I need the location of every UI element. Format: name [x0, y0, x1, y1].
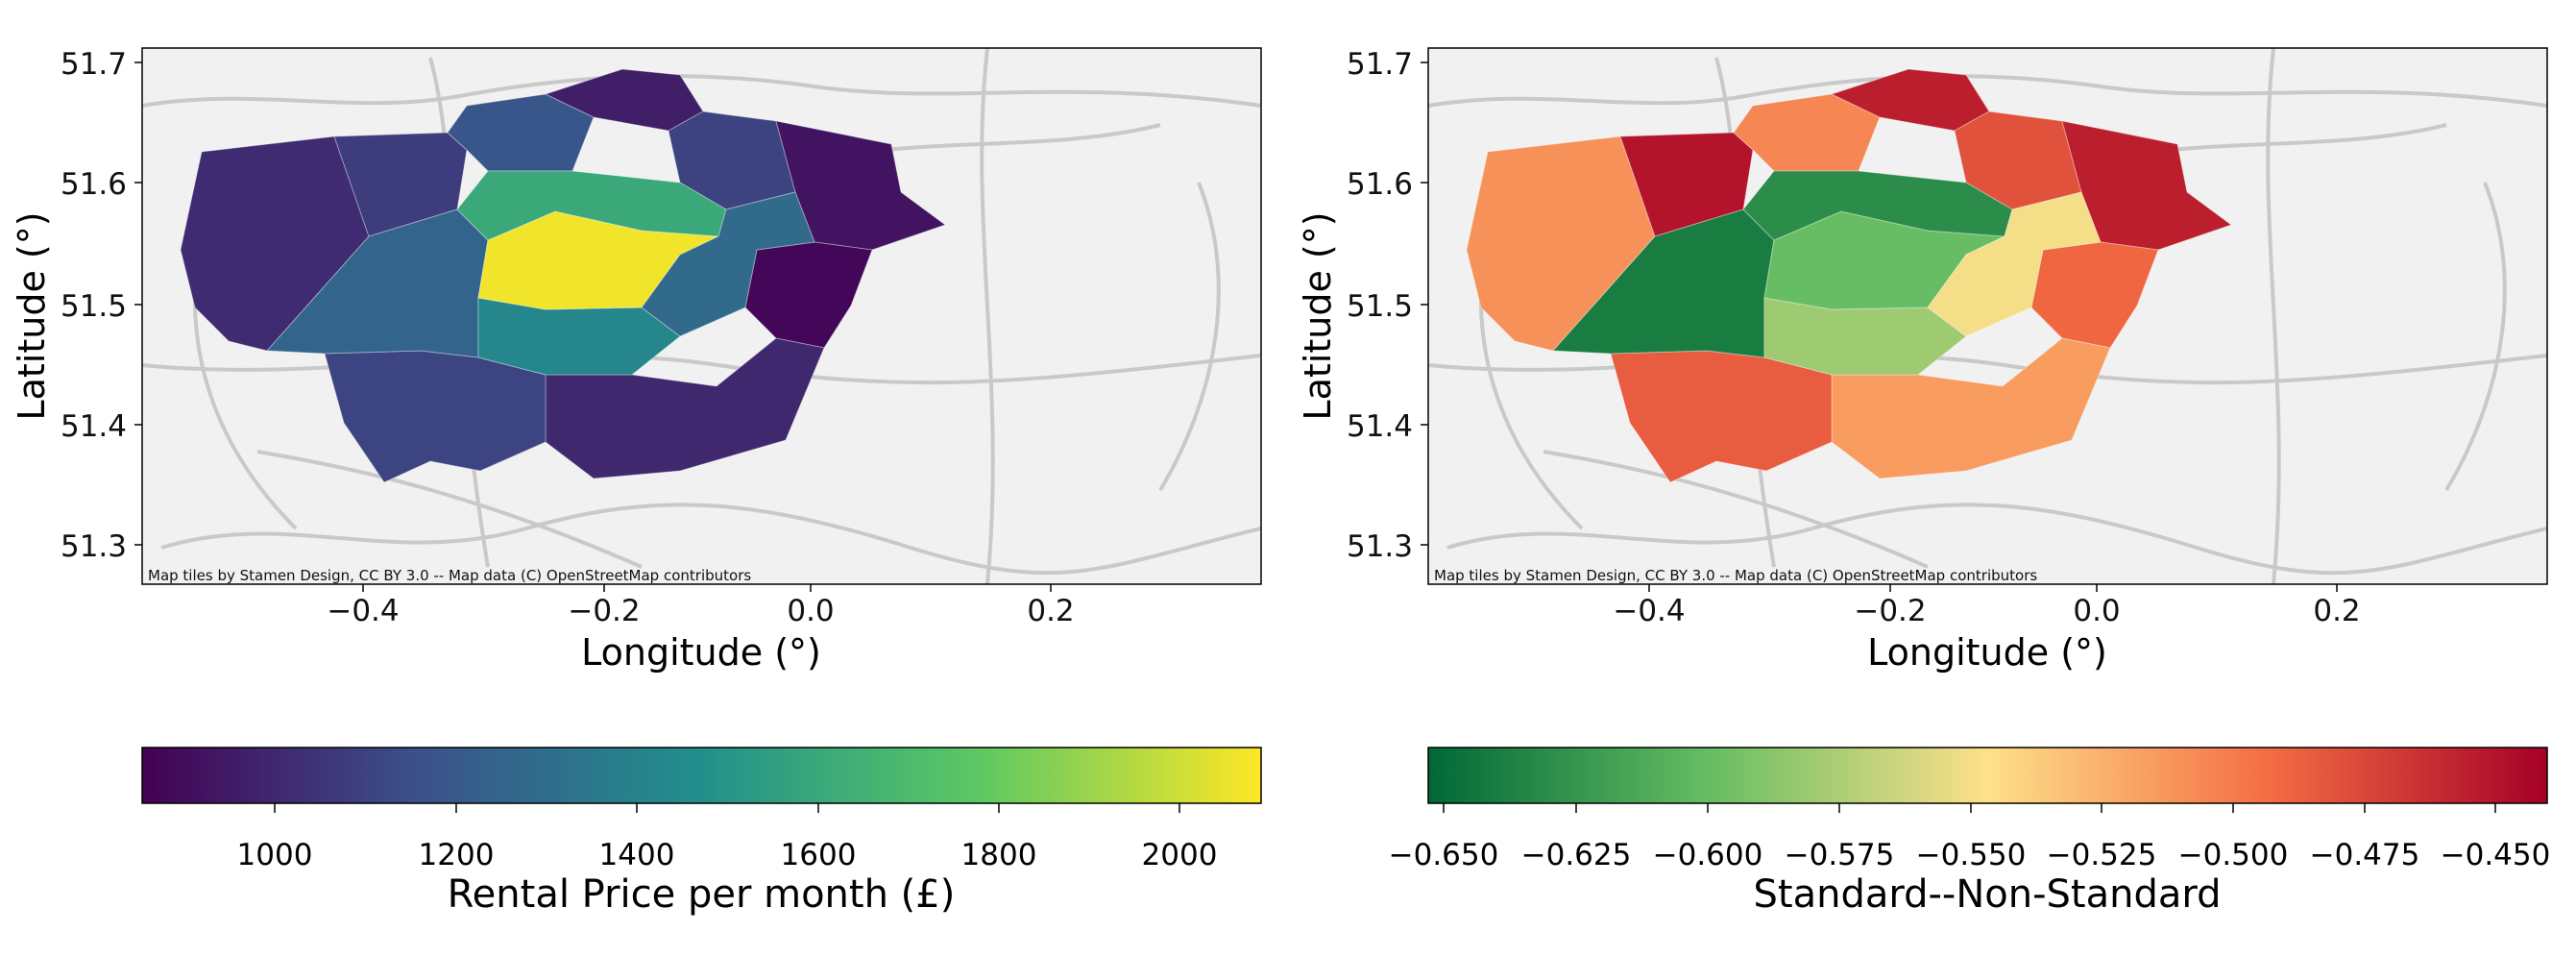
district-central-north[interactable]	[456, 170, 727, 241]
map-frame	[1427, 47, 2548, 585]
x-tick-label: 0.2	[1027, 594, 1074, 628]
district-south[interactable]	[545, 337, 825, 479]
colorbar-tick-label: −0.525	[2047, 838, 2157, 872]
district-east-inner[interactable]	[641, 191, 815, 337]
basemap-road	[142, 354, 1261, 385]
district-south-east[interactable]	[744, 241, 873, 349]
x-axis-label: Longitude (°)	[581, 631, 821, 674]
basemap-road	[1428, 354, 2547, 385]
colorbar-tick-label: −0.650	[1389, 838, 1499, 872]
map-area[interactable]	[1428, 48, 2547, 584]
colorbar-tick-label: −0.475	[2310, 838, 2420, 872]
colorbar-tick-label: −0.600	[1653, 838, 1763, 872]
x-tick-label: −0.2	[568, 594, 640, 628]
y-tick-label: 51.4	[1347, 409, 1413, 444]
district-north-west[interactable]	[333, 132, 468, 237]
attribution-text: Map tiles by Stamen Design, CC BY 3.0 --…	[148, 567, 751, 584]
map-frame	[141, 47, 1262, 585]
colorbar: −0.650 −0.625 −0.600 −0.575 −0.550 −0.52…	[1389, 747, 2551, 917]
basemap-road	[980, 48, 995, 584]
y-tick-label: 51.5	[1347, 289, 1413, 324]
district-polygons	[180, 68, 947, 483]
x-tick-label: 0.2	[2313, 594, 2360, 628]
x-tick-label: 0.0	[2073, 594, 2120, 628]
colorbar-tick-label: 1600	[781, 838, 857, 872]
x-axis: −0.4 −0.2 0.0 0.2	[1613, 584, 2361, 628]
colorbar-tick-label: −0.500	[2178, 838, 2289, 872]
basemap-road	[1446, 503, 2547, 576]
colorbar-tick-label: 1200	[419, 838, 495, 872]
x-axis-label: Longitude (°)	[1867, 631, 2107, 674]
colorbar-tick-label: −0.550	[1916, 838, 2027, 872]
colorbar-tick-label: 1400	[599, 838, 675, 872]
colorbar-gradient	[1427, 747, 2548, 804]
colorbar-tick-label: −0.625	[1521, 838, 1632, 872]
district-north[interactable]	[1733, 93, 1881, 172]
y-tick-label: 51.6	[1347, 167, 1413, 202]
colorbar: 1000 1200 1400 1600 1800 2000 Rental Pri…	[141, 747, 1262, 917]
district-polygons	[1466, 68, 2233, 483]
y-tick-label: 51.3	[1347, 529, 1413, 564]
x-tick-label: −0.4	[327, 594, 399, 628]
x-tick-label: −0.2	[1854, 594, 1926, 628]
map-area[interactable]	[142, 48, 1261, 584]
attribution-text: Map tiles by Stamen Design, CC BY 3.0 --…	[1434, 567, 2037, 584]
district-south[interactable]	[1831, 337, 2111, 479]
y-axis: 51.7 51.6 51.5 51.4 51.3	[61, 47, 142, 564]
colorbar-tick-label: 1800	[961, 838, 1037, 872]
district-east-inner[interactable]	[1927, 191, 2102, 337]
district-north-west[interactable]	[1619, 132, 1754, 237]
colorbar-tick-label: −0.450	[2441, 838, 2551, 872]
basemap-road	[1543, 450, 1929, 569]
x-tick-label: −0.4	[1613, 594, 1685, 628]
colorbar-gradient	[141, 747, 1262, 804]
rental-price-map-panel: Map tiles by Stamen Design, CC BY 3.0 --…	[11, 47, 1262, 917]
y-axis-label: Latitude (°)	[1297, 211, 1339, 420]
y-axis-label: Latitude (°)	[11, 211, 53, 420]
basemap-road	[160, 503, 1261, 576]
y-tick-label: 51.6	[61, 167, 127, 202]
y-tick-label: 51.7	[1347, 47, 1413, 82]
basemap-road	[256, 450, 643, 569]
colorbar-tick-label: 1000	[237, 838, 313, 872]
standard-nonstandard-map-panel: Map tiles by Stamen Design, CC BY 3.0 --…	[1297, 47, 2550, 917]
y-tick-label: 51.4	[61, 409, 127, 444]
basemap-road	[2266, 48, 2281, 584]
x-axis: −0.4 −0.2 0.0 0.2	[327, 584, 1075, 628]
x-tick-label: 0.0	[787, 594, 834, 628]
colorbar-tick-label: 2000	[1142, 838, 1218, 872]
colorbar-label: Standard--Non-Standard	[1754, 872, 2222, 917]
basemap-road	[2444, 182, 2507, 492]
district-central-north[interactable]	[1742, 170, 2013, 241]
district-north[interactable]	[447, 93, 595, 172]
district-south-east[interactable]	[2030, 241, 2159, 349]
y-tick-label: 51.3	[61, 529, 127, 564]
basemap-road	[1158, 182, 1221, 492]
colorbar-tick-label: −0.575	[1785, 838, 1895, 872]
y-axis: 51.7 51.6 51.5 51.4 51.3	[1347, 47, 1428, 564]
colorbar-label: Rental Price per month (£)	[448, 872, 956, 917]
y-tick-label: 51.7	[61, 47, 127, 82]
y-tick-label: 51.5	[61, 289, 127, 324]
